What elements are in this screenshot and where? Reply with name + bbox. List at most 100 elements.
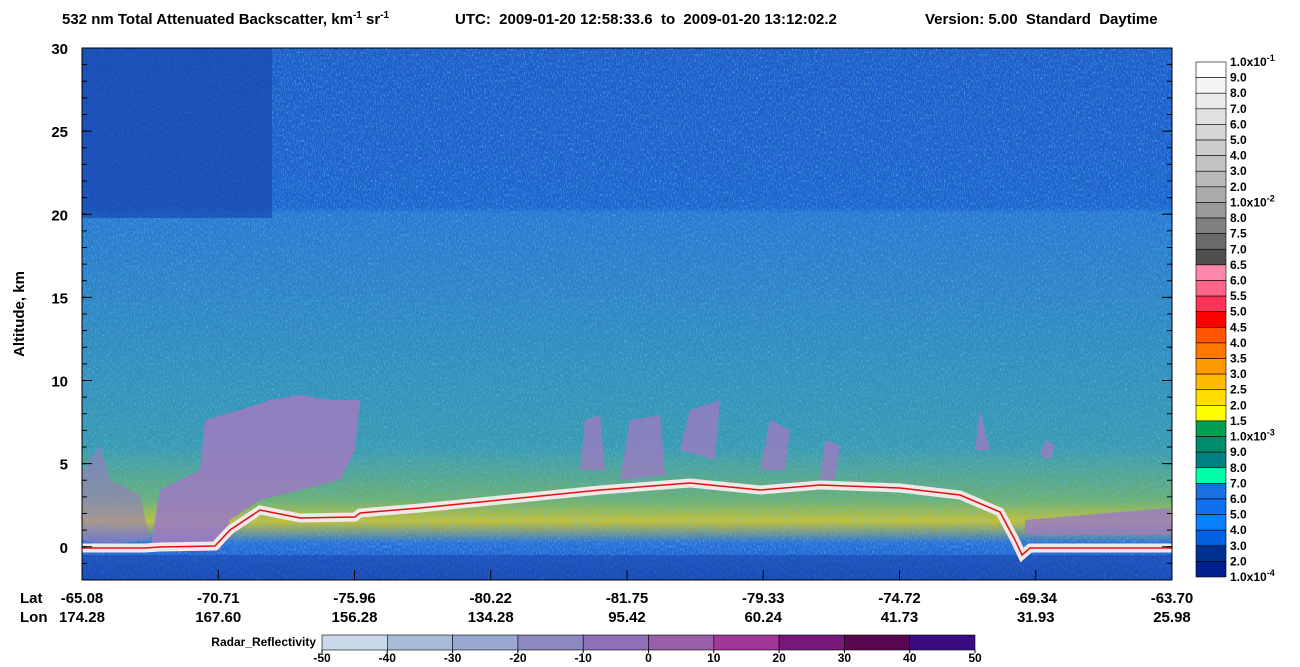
colorbar-band: [1195, 420, 1227, 437]
colorbar-label-exp: -4: [1267, 568, 1275, 578]
colorbar-label: 8.0: [1230, 461, 1247, 475]
colorbar-band: [1195, 451, 1227, 469]
colorbar-label: 3.0: [1230, 539, 1247, 553]
lat-value: -69.34: [1014, 590, 1057, 607]
y-tick-label: 0: [60, 540, 68, 557]
colorbar-label: 2.0: [1230, 398, 1247, 412]
lat-value: -74.72: [878, 590, 921, 607]
colorbar-label: 8.0: [1230, 211, 1247, 225]
colorbar-band: [1195, 61, 1227, 78]
colorbar-label-base: 1.0x10: [1230, 430, 1267, 444]
lat-value: -63.70: [1151, 590, 1194, 607]
colorbar-label: 8.0: [1230, 86, 1247, 100]
colorbar-band: [1195, 170, 1227, 188]
radar-tick-label: 40: [903, 651, 917, 665]
colorbar-band: [1195, 155, 1227, 172]
colorbar-label: 9.0: [1230, 71, 1247, 85]
radar-tick-label: -10: [575, 651, 593, 665]
radar-colorbar-band: [648, 634, 715, 651]
colorbar-label: 5.0: [1230, 133, 1247, 147]
cloud: [150, 395, 360, 550]
title-version: Version: 5.00 Standard Daytime: [925, 11, 1158, 28]
cloud: [82, 445, 150, 545]
title-main: 532 nm Total Attenuated Backscatter, km: [62, 11, 353, 28]
colorbar-band: [1195, 405, 1227, 422]
colorbar-band: [1195, 514, 1227, 531]
title-utc: UTC: 2009-01-20 12:58:33.6 to 2009-01-20…: [455, 11, 837, 28]
colorbar-label: 6.0: [1230, 492, 1247, 506]
lat-value: -75.96: [333, 590, 376, 607]
colorbar-label: 5.5: [1230, 289, 1247, 303]
colorbar-band: [1195, 186, 1227, 203]
colorbar-label: 7.0: [1230, 102, 1247, 116]
lat-label: Lat: [20, 590, 43, 607]
colorbar-band: [1195, 295, 1227, 312]
title-sup: -1: [353, 10, 362, 21]
lon-value: 95.42: [608, 609, 646, 626]
colorbar-label: 9.0: [1230, 445, 1247, 459]
colorbar-band: [1195, 248, 1227, 266]
colorbar-band: [1195, 92, 1227, 110]
colorbar-label-base: 1.0x10: [1230, 195, 1267, 209]
colorbar-band: [1195, 436, 1227, 453]
colorbar-band: [1195, 342, 1227, 359]
colorbar-label: 7.0: [1230, 476, 1247, 490]
lat-value: -81.75: [606, 590, 649, 607]
radar-colorbar-band: [386, 634, 453, 651]
y-tick-label: 10: [51, 374, 68, 391]
title-unit: sr: [362, 11, 381, 28]
chart-title: 532 nm Total Attenuated Backscatter, km-…: [62, 10, 390, 28]
lon-value: 167.60: [195, 609, 241, 626]
radar-tick-label: 20: [772, 651, 786, 665]
radar-tick-label: 0: [645, 651, 652, 665]
radar-tick-label: 50: [968, 651, 982, 665]
lon-value: 60.24: [744, 609, 782, 626]
backscatter-image: [82, 48, 1172, 580]
colorbar-band: [1195, 139, 1227, 156]
radar-tick-label: 30: [838, 651, 852, 665]
colorbar-label: 4.5: [1230, 320, 1247, 334]
radar-colorbar-band: [452, 634, 519, 651]
colorbar-label: 4.0: [1230, 523, 1247, 537]
y-tick-label: 25: [51, 124, 68, 141]
radar-tick-label: -20: [509, 651, 527, 665]
radar-tick-label: -30: [444, 651, 462, 665]
y-tick-label: 20: [51, 207, 68, 224]
lat-value: -70.71: [197, 590, 240, 607]
colorbar-label-exp: -1: [1267, 53, 1275, 63]
lat-value: -65.08: [61, 590, 104, 607]
colorbar-band: [1195, 327, 1227, 344]
lon-label: Lon: [20, 609, 48, 626]
title-sup: -1: [380, 10, 389, 21]
radar-colorbar-band: [778, 634, 845, 651]
radar-tick-label: -40: [379, 651, 397, 665]
radar-colorbar-label: Radar_Reflectivity: [211, 635, 316, 649]
colorbar-band: [1195, 77, 1227, 94]
colorbar-band: [1195, 561, 1227, 578]
colorbar-band: [1195, 233, 1227, 250]
lon-value: 134.28: [468, 609, 514, 626]
lon-value: 156.28: [332, 609, 378, 626]
y-axis-label: Altitude, km: [11, 271, 28, 357]
colorbar-band: [1195, 311, 1227, 328]
colorbar-label-base: 1.0x10: [1230, 55, 1267, 69]
colorbar-label-exp: -2: [1267, 193, 1275, 203]
y-tick-label: 30: [51, 41, 68, 58]
radar-colorbar-band: [517, 634, 584, 651]
colorbar-label: 5.0: [1230, 305, 1247, 319]
colorbar-band: [1195, 264, 1227, 281]
colorbar-label: 7.0: [1230, 242, 1247, 256]
colorbar-label: 5.0: [1230, 508, 1247, 522]
lon-value: 31.93: [1017, 609, 1055, 626]
colorbar-label: 3.0: [1230, 164, 1247, 178]
colorbar-label: 1.0x10-3: [1230, 428, 1275, 444]
lon-value: 25.98: [1153, 609, 1191, 626]
cloud: [580, 400, 1055, 480]
colorbar-band: [1195, 467, 1227, 484]
radar-colorbar-band: [582, 634, 649, 651]
colorbar-label-base: 1.0x10: [1230, 570, 1267, 584]
y-tick-label: 5: [60, 457, 68, 474]
radar-tick-label: -50: [313, 651, 331, 665]
colorbar-label: 6.5: [1230, 258, 1247, 272]
